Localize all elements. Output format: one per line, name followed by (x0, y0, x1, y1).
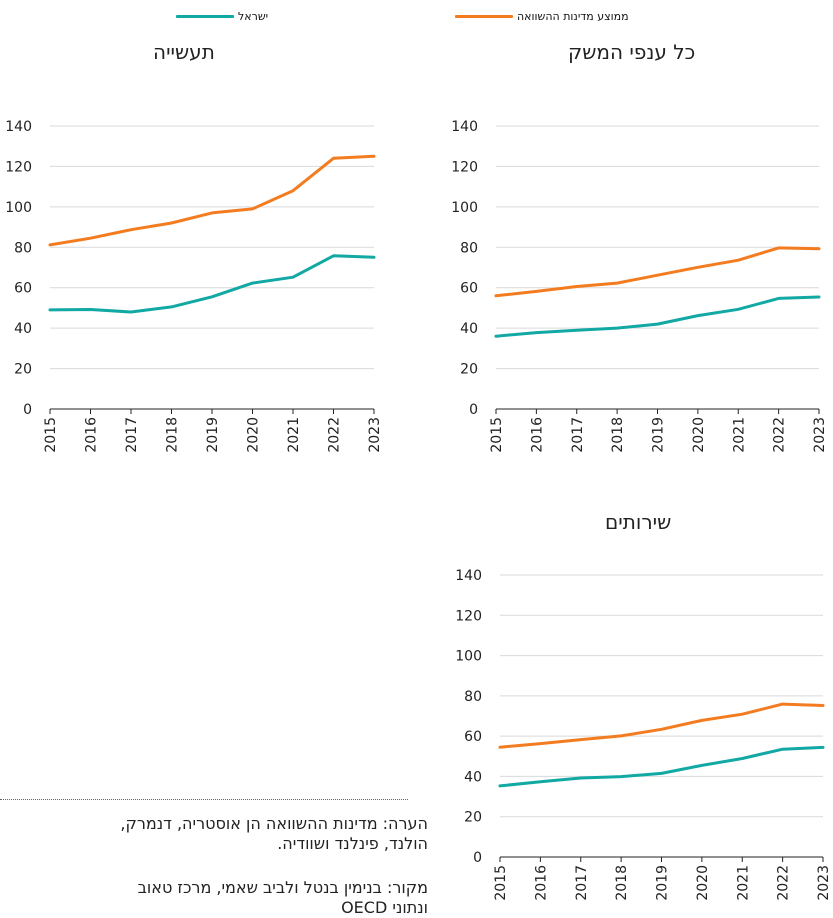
x-tick-label: 2018 (165, 417, 181, 453)
legend-israel-swatch (176, 14, 234, 18)
x-tick-label: 2023 (816, 865, 832, 901)
note-line-2: הולנד, פינלנד ושוודיה. (277, 834, 428, 853)
y-tick-label: 40 (460, 321, 478, 337)
chart-title-services: שירותים (605, 510, 672, 534)
y-tick-label: 140 (455, 568, 482, 584)
y-tick-label: 20 (460, 362, 478, 378)
y-tick-label: 60 (14, 281, 32, 297)
x-tick-label: 2019 (205, 417, 221, 453)
x-tick-label: 2020 (246, 417, 262, 453)
x-tick-label: 2020 (691, 417, 707, 453)
x-tick-label: 2021 (731, 417, 747, 453)
x-tick-label: 2016 (533, 865, 549, 901)
x-tick-label: 2018 (610, 417, 626, 453)
source-line-2: ונתוני OECD (341, 898, 428, 917)
x-tick-label: 2017 (574, 865, 590, 901)
x-tick-label: 2022 (776, 865, 792, 901)
y-tick-label: 40 (464, 769, 482, 785)
legend-comparison: ממוצע מדינות ההשוואה (455, 8, 629, 24)
series-line-comparison (48, 154, 376, 247)
x-tick-label: 2021 (286, 417, 302, 453)
y-tick-label: 20 (464, 810, 482, 826)
y-tick-label: 80 (464, 689, 482, 705)
x-tick-label: 2017 (124, 417, 140, 453)
y-tick-label: 60 (464, 729, 482, 745)
note-text: הערה: מדינות ההשוואה הן אוסטריה, דנמרק, … (0, 814, 428, 854)
y-tick-label: 0 (23, 402, 32, 418)
y-tick-label: 20 (14, 362, 32, 378)
x-tick-label: 2023 (367, 417, 383, 453)
x-tick-label: 2023 (812, 417, 828, 453)
y-tick-label: 60 (460, 281, 478, 297)
series-line-comparison (494, 246, 821, 298)
x-tick-label: 2016 (84, 417, 100, 453)
x-tick-label: 2020 (695, 865, 711, 901)
y-tick-label: 140 (451, 119, 478, 135)
chart-title-industry: תעשייה (153, 40, 215, 64)
y-tick-label: 120 (455, 608, 482, 624)
series-line-israel (498, 745, 825, 788)
y-tick-label: 100 (455, 649, 482, 665)
note-divider (0, 799, 408, 800)
y-tick-label: 120 (5, 159, 32, 175)
x-tick-label: 2017 (570, 417, 586, 453)
series-line-israel (48, 254, 376, 314)
y-tick-label: 40 (14, 321, 32, 337)
source-text: מקור: בנימין בנטל ולביב שאמי, מרכז טאוב … (0, 878, 428, 918)
legend-israel: ישראל (176, 8, 268, 24)
series-line-israel (494, 295, 821, 338)
x-tick-label: 2019 (651, 417, 667, 453)
x-tick-label: 2015 (489, 417, 505, 453)
x-tick-label: 2016 (529, 417, 545, 453)
y-tick-label: 80 (14, 240, 32, 256)
y-tick-label: 100 (5, 200, 32, 216)
y-tick-label: 100 (451, 200, 478, 216)
legend-comparison-label: ממוצע מדינות ההשוואה (517, 9, 629, 23)
x-tick-label: 2019 (655, 865, 671, 901)
x-tick-label: 2022 (327, 417, 343, 453)
y-tick-label: 80 (460, 240, 478, 256)
series-line-comparison (498, 702, 825, 749)
x-tick-label: 2022 (772, 417, 788, 453)
x-tick-label: 2015 (43, 417, 59, 453)
y-tick-label: 120 (451, 159, 478, 175)
y-tick-label: 140 (5, 119, 32, 135)
legend-comparison-swatch (455, 14, 513, 18)
x-tick-label: 2015 (493, 865, 509, 901)
chart-title-all-sectors: כל ענפי המשק (568, 40, 696, 64)
legend-israel-label: ישראל (238, 9, 269, 23)
y-tick-label: 0 (473, 850, 482, 866)
source-line-1: מקור: בנימין בנטל ולביב שאמי, מרכז טאוב (137, 878, 428, 897)
x-tick-label: 2018 (614, 865, 630, 901)
note-line-1: הערה: מדינות ההשוואה הן אוסטריה, דנמרק, (120, 814, 428, 833)
y-tick-label: 0 (469, 402, 478, 418)
x-tick-label: 2021 (735, 865, 751, 901)
